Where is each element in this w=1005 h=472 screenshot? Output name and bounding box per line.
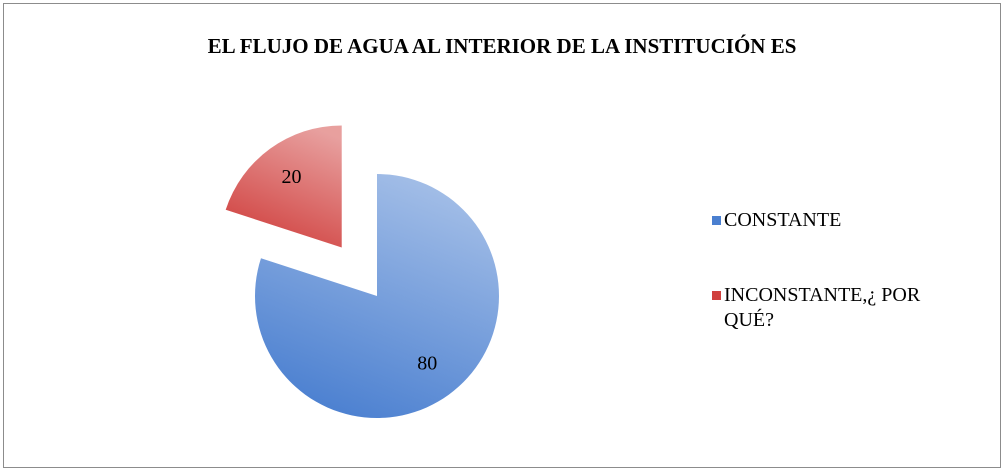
legend-swatch [712,216,721,225]
chart-border [3,3,1001,468]
legend-label: INCONSTANTE,¿ POR QUÉ? [724,284,921,331]
legend-item: INCONSTANTE,¿ POR QUÉ? [712,283,974,333]
legend-swatch [712,291,721,300]
pie-slice [254,174,499,418]
pie-slice [225,125,342,248]
chart-title: EL FLUJO DE AGUA AL INTERIOR DE LA INSTI… [208,34,797,58]
legend-label: CONSTANTE [724,209,842,231]
data-label: 80 [417,353,437,375]
data-label: 20 [282,166,302,188]
legend-item: CONSTANTE [712,208,974,233]
